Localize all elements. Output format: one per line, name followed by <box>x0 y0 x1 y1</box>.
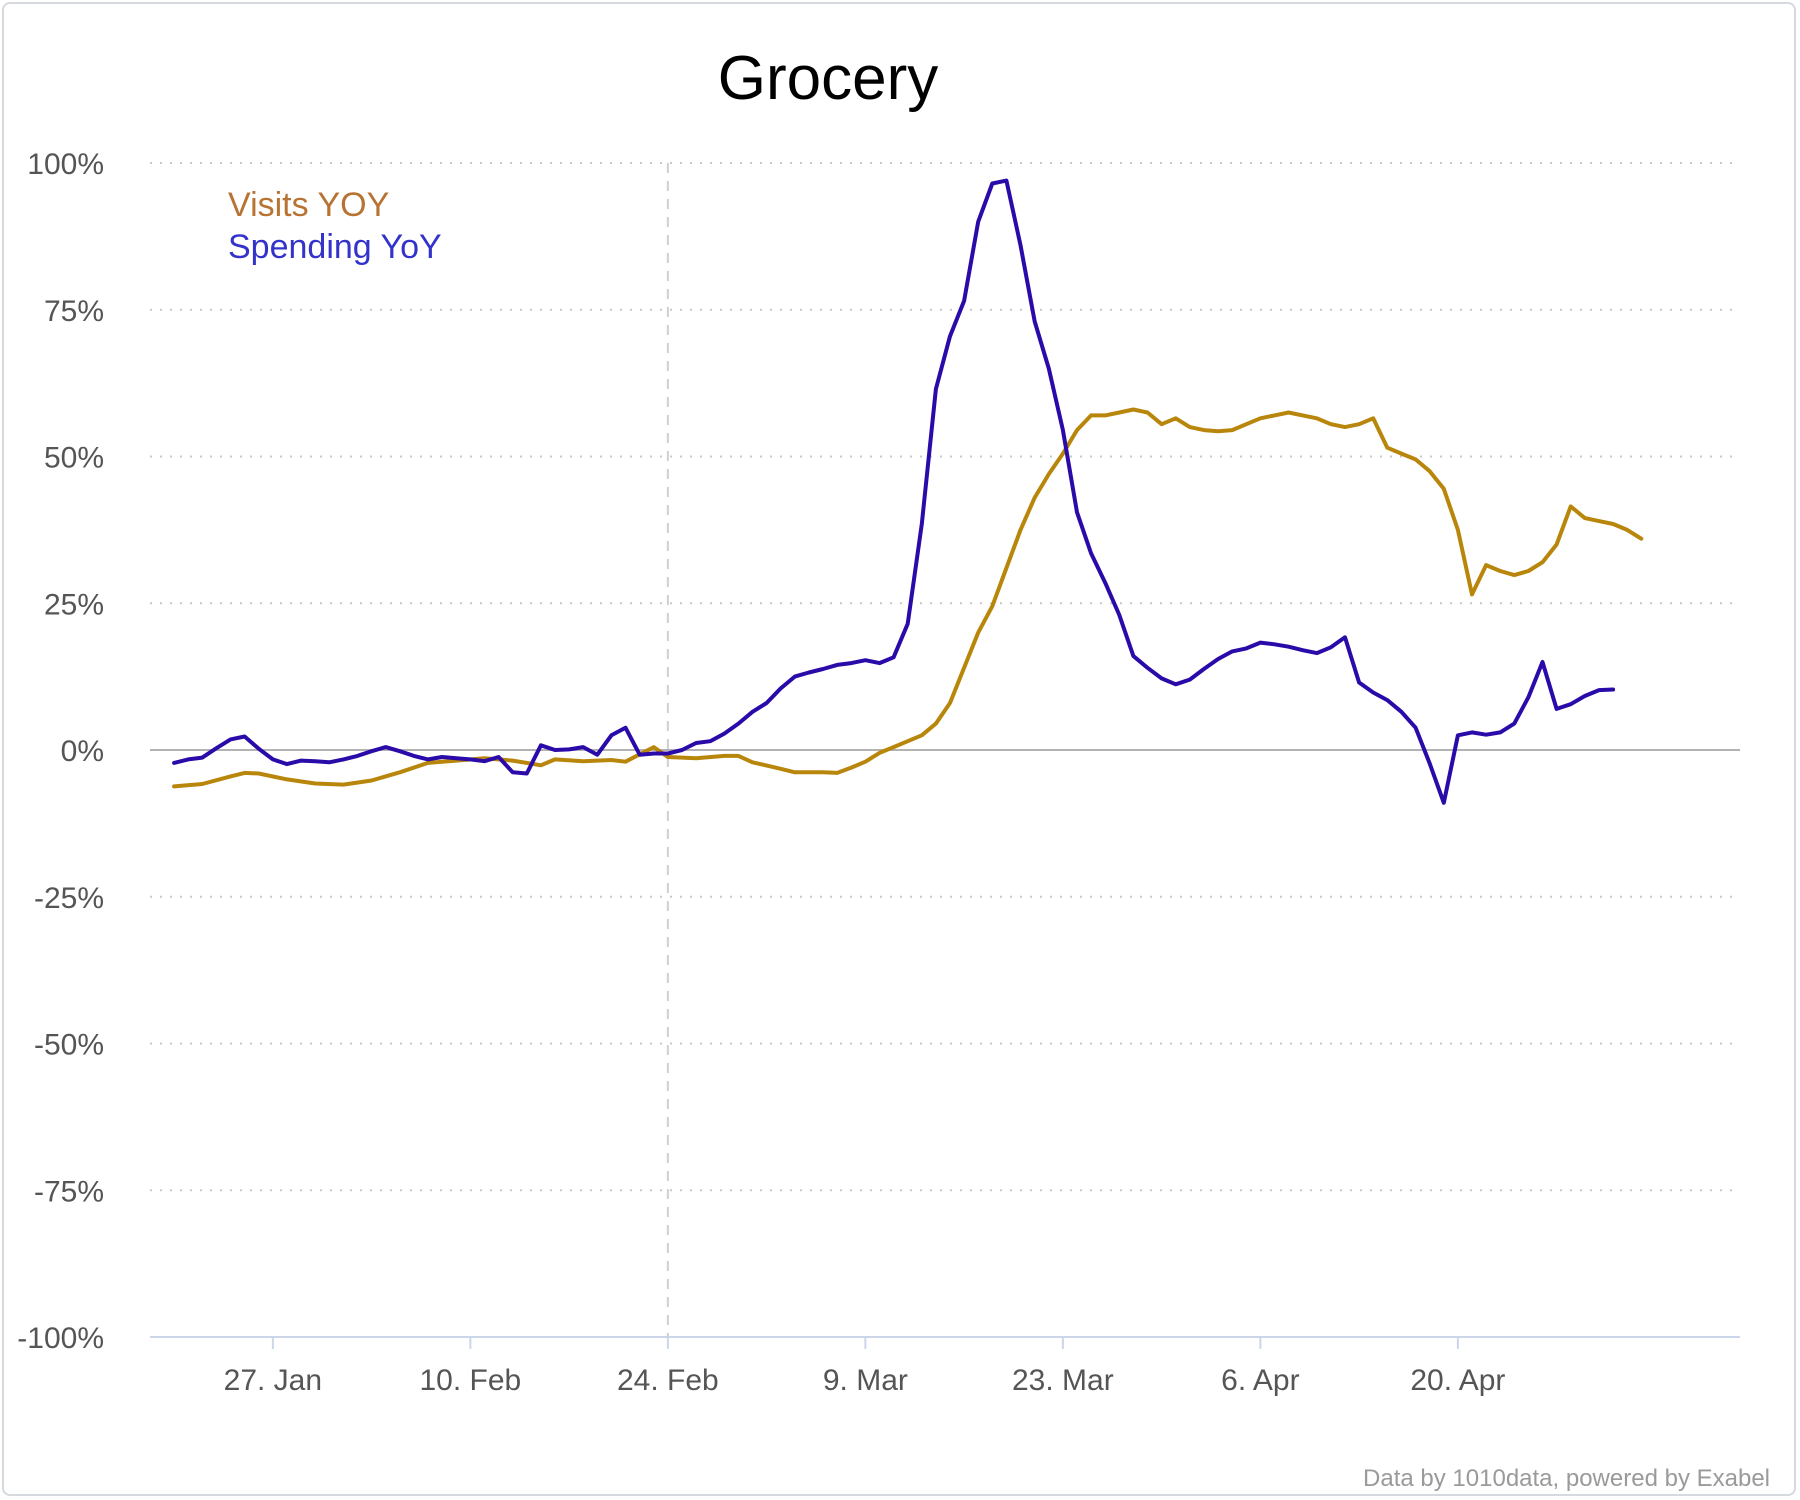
x-tick-label: 9. Mar <box>823 1364 908 1397</box>
x-tick-label: 23. Mar <box>1012 1364 1114 1397</box>
x-tick-label: 27. Jan <box>224 1364 322 1397</box>
credit-text: Data by 1010data, powered by Exabel <box>1363 1465 1770 1492</box>
legend-visits-yoy: Visits YOY <box>228 186 389 224</box>
x-tick-label: 6. Apr <box>1221 1364 1299 1397</box>
y-tick-label: 75% <box>44 295 104 328</box>
y-tick-label: -50% <box>34 1029 104 1062</box>
y-tick-label: 100% <box>27 148 104 181</box>
y-axis-ticks: 100% 75% 50% 25% 0% -25% -50% -75% -100% <box>17 148 104 1355</box>
x-axis: 27. Jan 10. Feb 24. Feb 9. Mar 23. Mar 6. Apr… <box>150 1336 1740 1397</box>
series-lines <box>172 178 1644 805</box>
y-tick-label: 50% <box>44 442 104 475</box>
legend: Visits YOY Spending YoY <box>228 186 442 266</box>
x-tick-label: 20. Apr <box>1410 1364 1505 1397</box>
gridlines <box>150 162 1740 1192</box>
visits-yoy-line <box>172 407 1644 789</box>
y-tick-label: 25% <box>44 588 104 621</box>
y-tick-label: -75% <box>34 1175 104 1208</box>
x-tick-label: 10. Feb <box>419 1364 521 1397</box>
x-tick-label: 24. Feb <box>617 1364 719 1397</box>
spending-yoy-line <box>172 178 1616 805</box>
chart-title: Grocery <box>718 44 938 113</box>
y-tick-label: 0% <box>61 735 104 768</box>
y-tick-label: -25% <box>34 882 104 915</box>
y-tick-label: -100% <box>17 1322 104 1355</box>
legend-spending-yoy: Spending YoY <box>228 228 442 266</box>
